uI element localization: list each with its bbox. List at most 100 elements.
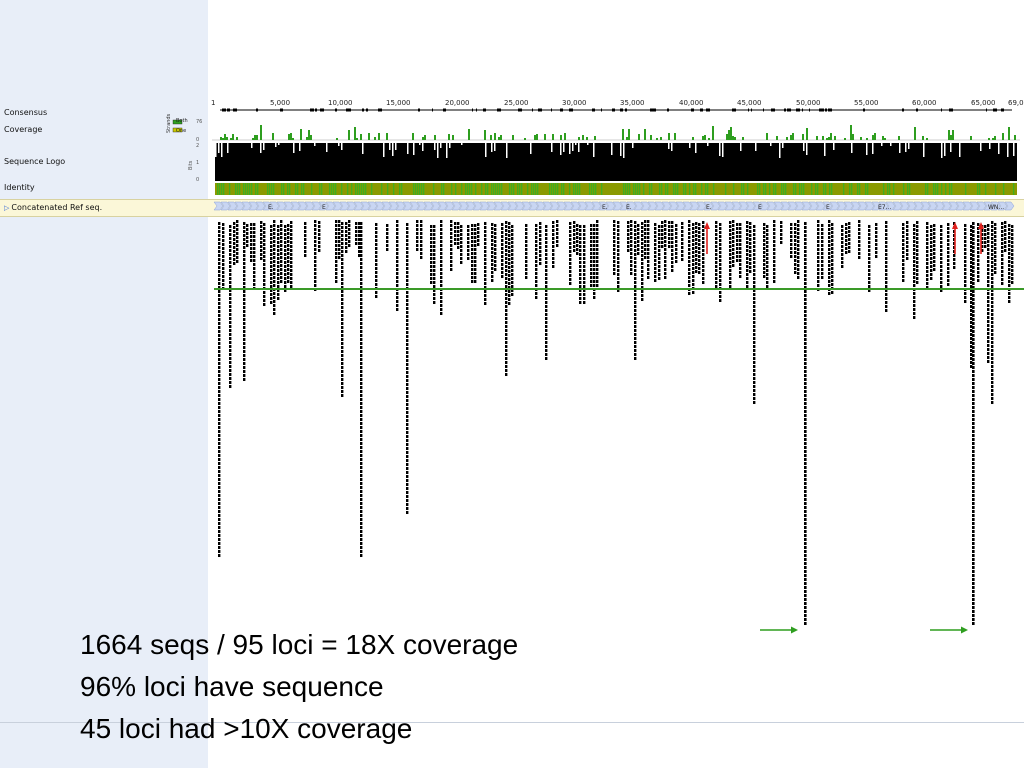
read-segment	[1004, 237, 1007, 240]
identity-segment	[517, 183, 519, 195]
coverage-label[interactable]: Coverage	[4, 125, 43, 134]
read-segment	[341, 242, 344, 245]
read-segment	[753, 369, 756, 372]
deep-read-segment	[360, 494, 363, 497]
disclosure-triangle-icon[interactable]: ▷	[4, 204, 10, 212]
deep-read-segment	[360, 486, 363, 489]
read-segment	[634, 333, 637, 336]
read-segment	[658, 249, 661, 252]
read-segment	[991, 317, 994, 320]
read-segment	[341, 374, 344, 377]
read-segment	[661, 221, 664, 224]
read-segment	[243, 346, 246, 349]
sequence-logo-gap	[437, 143, 439, 158]
read-segment	[348, 236, 351, 239]
deep-read-segment	[360, 294, 363, 297]
read-segment	[593, 256, 596, 259]
read-segment	[433, 261, 436, 264]
alignment-viewer[interactable]: 1 5,000 10,000 15,000 20,000 25,000 30,000 35,0…	[208, 0, 1024, 768]
read-segment	[573, 233, 576, 236]
consensus-label[interactable]: Consensus	[4, 108, 48, 117]
read-segment	[766, 269, 769, 272]
coverage-bar	[494, 133, 496, 140]
read-segment	[545, 241, 548, 244]
reference-feature-chevron	[647, 201, 658, 211]
reference-feature-chevron	[500, 201, 511, 211]
read-segment	[243, 294, 246, 297]
read-segment	[845, 239, 848, 242]
deep-read-segment	[218, 274, 221, 277]
reference-feature-chevron	[920, 201, 931, 211]
read-segment	[613, 256, 616, 259]
reference-feature-chevron	[990, 201, 1001, 211]
read-segment	[505, 361, 508, 364]
read-segment	[491, 279, 494, 282]
read-segment	[885, 289, 888, 292]
read-segment	[930, 241, 933, 244]
read-segment	[1008, 272, 1011, 275]
read-segment	[753, 373, 756, 376]
read-segment	[253, 255, 256, 258]
reference-feature-chevron	[745, 201, 756, 211]
read-segment	[1008, 260, 1011, 263]
read-segment	[273, 224, 276, 227]
read-segment	[280, 236, 283, 239]
read-segment	[484, 294, 487, 297]
read-segment	[739, 275, 742, 278]
deep-read-segment	[972, 506, 975, 509]
read-segment	[875, 255, 878, 258]
read-segment	[902, 267, 905, 270]
deep-read-segment	[360, 322, 363, 325]
read-segment	[1011, 273, 1014, 276]
read-segment	[688, 248, 691, 251]
read-segment	[508, 258, 511, 261]
deep-read-segment	[804, 390, 807, 393]
deep-read-segment	[360, 554, 363, 557]
deep-read-segment	[360, 362, 363, 365]
consensus-block	[256, 108, 258, 112]
read-segment	[831, 247, 834, 250]
alignment-canvas[interactable]: 1 5,000 10,000 15,000 20,000 25,000 30,000 35,0…	[208, 0, 1024, 768]
read-segment	[987, 320, 990, 323]
read-segment	[277, 289, 280, 292]
read-segment	[335, 256, 338, 259]
read-segment	[508, 234, 511, 237]
deep-read-segment	[360, 394, 363, 397]
read-segment	[406, 443, 409, 446]
coverage-min: 0	[196, 137, 199, 143]
read-segment	[539, 262, 542, 265]
read-segment	[964, 228, 967, 231]
read-segment	[692, 279, 695, 282]
read-segment	[511, 237, 514, 240]
identity-label[interactable]: Identity	[4, 183, 35, 192]
read-segment	[243, 298, 246, 301]
reference-feature-chevron	[871, 201, 882, 211]
read-segment	[654, 247, 657, 250]
consensus-block	[222, 108, 226, 112]
read-segment	[753, 329, 756, 332]
read-segment	[991, 329, 994, 332]
read-segment	[906, 225, 909, 228]
reference-sequence-label[interactable]: ▷ Concatenated Ref seq.	[4, 203, 102, 212]
identity-segment	[371, 183, 373, 195]
read-segment	[641, 278, 644, 281]
read-segment	[246, 236, 249, 239]
deep-read-segment	[972, 598, 975, 601]
read-segment	[749, 246, 752, 249]
read-segment	[243, 318, 246, 321]
read-segment	[430, 257, 433, 260]
read-segment	[773, 264, 776, 267]
consensus-block	[560, 108, 563, 112]
read-segment	[471, 232, 474, 235]
read-segment	[454, 222, 457, 225]
deep-read-segment	[804, 566, 807, 569]
deep-read-segment	[804, 570, 807, 573]
read-segment	[474, 264, 477, 267]
read-segment	[664, 248, 667, 251]
deep-read-segment	[218, 402, 221, 405]
read-segment	[260, 249, 263, 252]
read-segment	[596, 260, 599, 263]
deep-read-segment	[360, 266, 363, 269]
sequence-logo-label[interactable]: Sequence Logo	[4, 157, 66, 166]
read-segment	[273, 312, 276, 315]
